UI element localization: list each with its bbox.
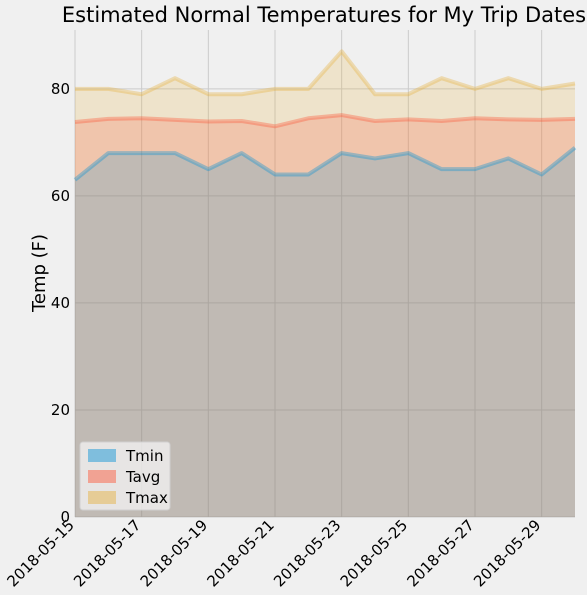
y-tick-label: 20	[51, 401, 70, 419]
legend-label-tmin: Tmin	[125, 447, 163, 465]
series-area-tmax	[75, 51, 575, 518]
y-axis-ticks: 0 20 40 60 80	[51, 80, 70, 526]
series-area-tmin	[75, 147, 575, 517]
legend-box	[79, 441, 171, 511]
series-line-tmin	[73, 146, 577, 182]
y-tick-label: 60	[51, 187, 70, 205]
chart-title: Estimated Normal Temperatures for My Tri…	[62, 3, 586, 27]
series-area-tavg	[75, 115, 575, 517]
series-line-tmax	[75, 49, 576, 97]
legend-label-tavg: Tavg	[125, 468, 160, 486]
legend-swatch-tmax	[88, 491, 116, 504]
series-lines	[73, 49, 577, 182]
grid-lines	[74, 30, 575, 518]
y-axis-label: Temp (F)	[29, 234, 50, 313]
legend-swatch-tavg	[88, 470, 116, 483]
series-line-tavg	[74, 113, 576, 129]
legend-swatch-tmin	[88, 449, 116, 462]
y-tick-label: 0	[60, 508, 70, 526]
legend: Tmin Tavg Tmax	[79, 441, 171, 511]
y-tick-label: 80	[51, 80, 70, 98]
series-areas	[75, 51, 575, 518]
legend-label-tmax: Tmax	[125, 489, 168, 507]
y-tick-label: 40	[51, 294, 70, 312]
